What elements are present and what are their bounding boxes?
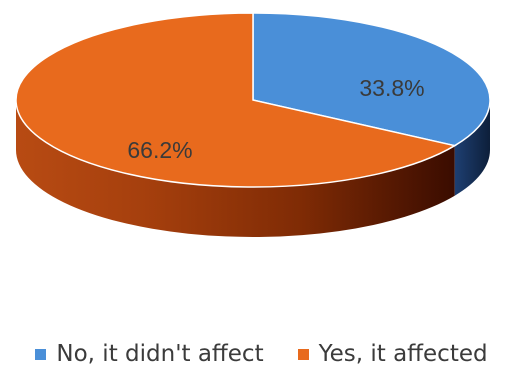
pie-side-yes-0 <box>16 100 455 237</box>
legend: No, it didn't affect Yes, it affected <box>0 336 523 372</box>
legend-label-yes: Yes, it affected <box>318 341 488 367</box>
legend-item-yes: Yes, it affected <box>297 341 488 367</box>
legend-swatch-yes <box>297 348 309 360</box>
legend-swatch-no <box>35 348 47 360</box>
pie-slice-yes <box>15 12 457 188</box>
legend-item-no: No, it didn't affect <box>35 341 264 367</box>
data-label-yes: 66.2% <box>127 137 192 163</box>
legend-label-no: No, it didn't affect <box>56 341 264 367</box>
pie-slice-no <box>252 12 491 147</box>
data-label-no: 33.8% <box>359 75 424 101</box>
pie-slices-group: 33.8% 66.2% <box>15 12 491 237</box>
